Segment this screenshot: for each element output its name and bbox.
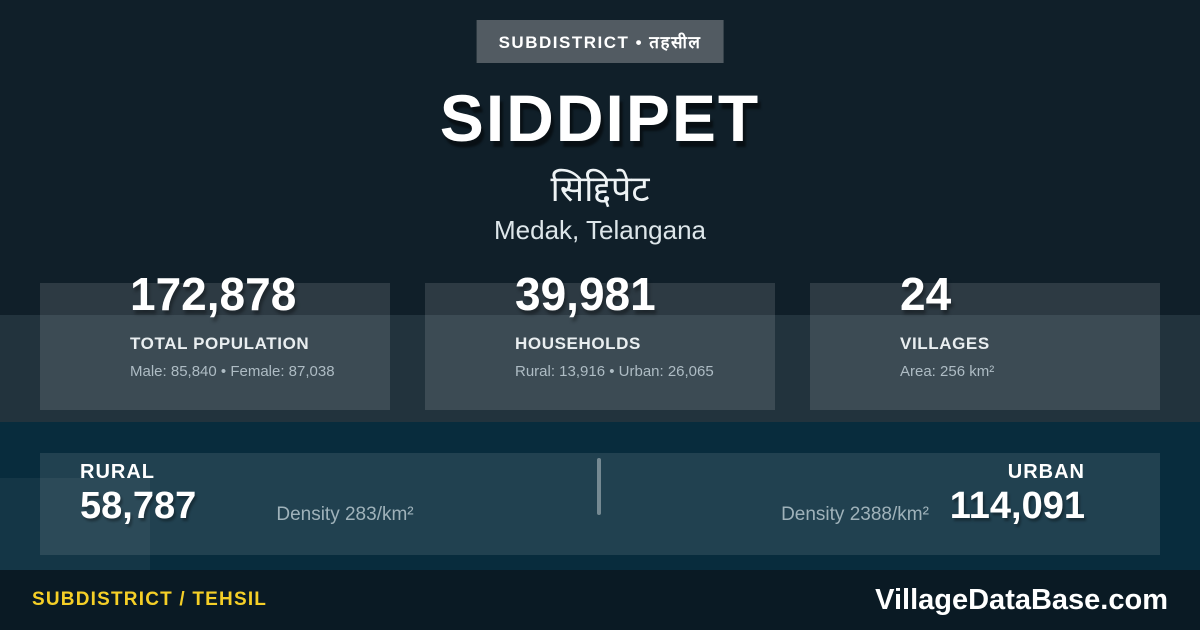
households-label: HOUSEHOLDS (515, 334, 641, 354)
region-subtitle: Medak, Telangana (493, 215, 706, 245)
rural-urban-panel (40, 453, 1160, 555)
urban-label: URBAN (1007, 461, 1085, 483)
households-card: 39,981 HOUSEHOLDS Rural: 13,916 • Urban:… (425, 268, 775, 410)
footer-bar: SUBDISTRICT / TEHSIL VillageDataBase.com (0, 570, 1200, 630)
rural-block: RURAL 58,787 (80, 461, 196, 528)
villages-value: 24 (900, 268, 952, 320)
households-value: 39,981 (515, 268, 656, 320)
rural-label: RURAL (80, 461, 155, 483)
stats-row: 172,878 TOTAL POPULATION Male: 85,840 • … (40, 268, 1160, 410)
villages-detail: Area: 256 km² (900, 363, 995, 381)
urban-block: URBAN 114,091 (950, 461, 1085, 528)
page-title: SIDDIPET (439, 81, 761, 155)
decorative-corner-square (0, 478, 150, 570)
footer-brand: VillageDataBase.com (875, 583, 1168, 616)
villages-label: VILLAGES (900, 334, 990, 354)
split-divider (597, 458, 601, 515)
stats-background-stripe (0, 315, 1200, 422)
urban-value: 114,091 (949, 485, 1085, 527)
urban-density: Density 2388/km² (781, 504, 929, 525)
total-population-label: TOTAL POPULATION (130, 334, 310, 354)
footer-type-label: SUBDISTRICT / TEHSIL (32, 589, 268, 610)
households-detail: Rural: 13,916 • Urban: 26,065 (515, 363, 714, 381)
page-title-local: सिद्दिपेट (550, 168, 650, 209)
rural-urban-section (0, 422, 1200, 570)
total-population-value: 172,878 (130, 268, 297, 320)
type-badge: SUBDISTRICT • तहसील (476, 20, 724, 63)
total-population-detail: Male: 85,840 • Female: 87,038 (130, 363, 335, 381)
villages-card: 24 VILLAGES Area: 256 km² (810, 268, 1160, 410)
rural-value: 58,787 (80, 485, 197, 527)
rural-density: Density 283/km² (276, 504, 414, 525)
total-population-card: 172,878 TOTAL POPULATION Male: 85,840 • … (40, 268, 390, 410)
